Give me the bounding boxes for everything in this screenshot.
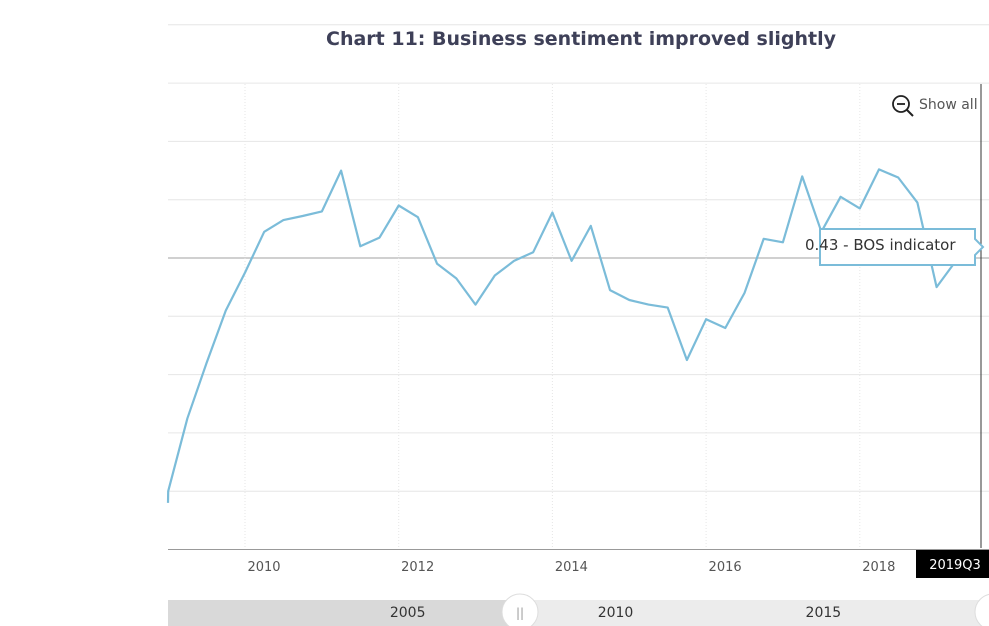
navigator-label: 2010 bbox=[598, 605, 634, 621]
svg-text:||: || bbox=[516, 606, 524, 620]
x-axis: 2010 2012 2014 2016 2018 bbox=[247, 560, 895, 575]
series-line-bos-indicator[interactable] bbox=[166, 168, 976, 503]
grid bbox=[168, 24, 989, 550]
x-tick-label: 2016 bbox=[709, 560, 742, 575]
crosshair-x-text: 2019Q3 bbox=[929, 558, 981, 573]
navigator-right-handle[interactable] bbox=[974, 593, 989, 626]
tooltip-text: 0.43 - BOS indicator bbox=[805, 236, 956, 254]
series-layer[interactable] bbox=[166, 168, 976, 503]
crosshair-x-label: 2019Q3 bbox=[916, 550, 989, 578]
navigator-label: 2015 bbox=[806, 605, 842, 621]
navigator-labels: 2005 2010 2015 bbox=[390, 605, 841, 621]
x-tick-label: 2014 bbox=[555, 560, 588, 575]
zoom-out-icon bbox=[892, 95, 910, 113]
show-all-label: Show all bbox=[919, 97, 978, 113]
x-tick-label: 2018 bbox=[862, 560, 895, 575]
chart-title: Chart 11: Business sentiment improved sl… bbox=[326, 28, 836, 50]
show-all-button[interactable]: Show all bbox=[892, 95, 978, 117]
navigator[interactable]: 2005 2010 2015 || bbox=[168, 593, 989, 626]
x-tick-label: 2012 bbox=[401, 560, 434, 575]
navigator-outside-range bbox=[168, 600, 520, 626]
tooltip: 0.43 - BOS indicator bbox=[805, 228, 985, 266]
navigator-label: 2005 bbox=[390, 605, 426, 621]
navigator-left-handle[interactable]: || bbox=[501, 593, 539, 626]
x-tick-label: 2010 bbox=[247, 560, 280, 575]
